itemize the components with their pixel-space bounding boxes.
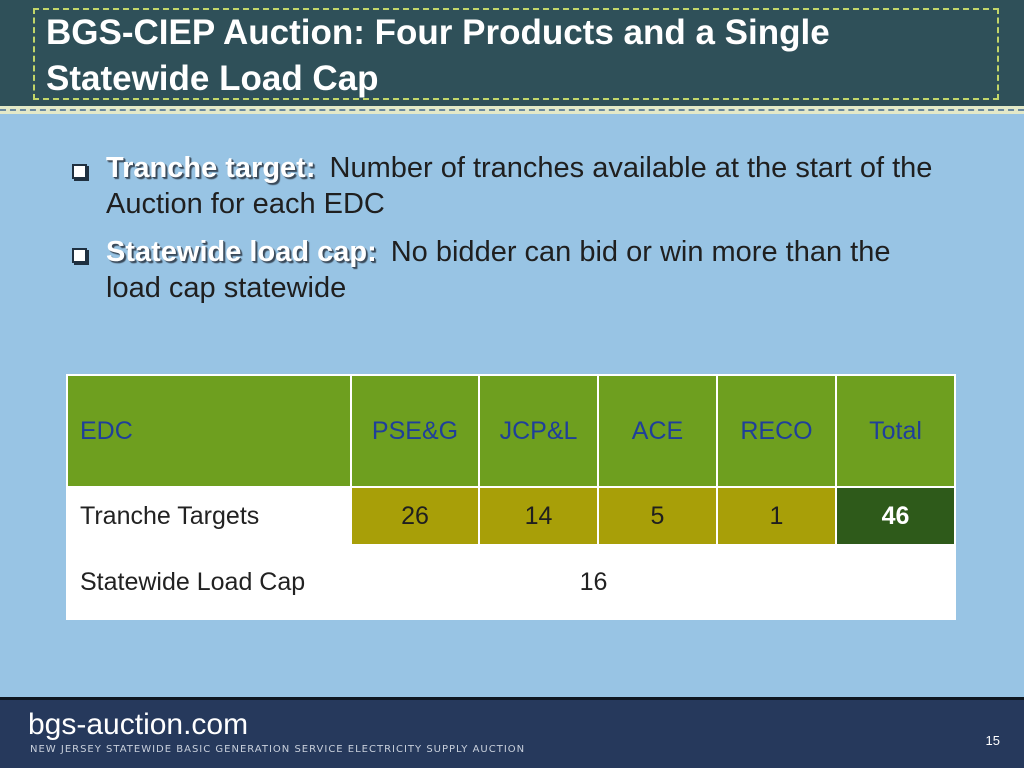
cell-pseg: 26: [350, 486, 480, 546]
cell-total: [835, 544, 956, 620]
brand-tagline: NEW JERSEY STATEWIDE BASIC GENERATION SE…: [30, 744, 526, 755]
checkbox-bullet-icon: [72, 248, 87, 263]
header-reco: RECO: [716, 374, 837, 488]
cell-ace: 5: [597, 486, 718, 546]
title-bar: BGS-CIEP Auction: Four Products and a Si…: [0, 0, 1024, 113]
footer: bgs-auction.com NEW JERSEY STATEWIDE BAS…: [0, 697, 1024, 768]
bullet-text: Number of tranches available at the star…: [106, 152, 933, 220]
bullet-term: Statewide load cap:: [106, 236, 377, 268]
cell-jcpl: 14: [478, 486, 599, 546]
header-ace: ACE: [597, 374, 718, 488]
bullet-tranche-target: Tranche target: Number of tranches availa…: [68, 150, 948, 222]
header-pseg: PSE&G: [350, 374, 480, 488]
row-label: Tranche Targets: [66, 486, 352, 546]
tranche-table: EDC PSE&G JCP&L ACE RECO Total Tranche T…: [66, 374, 956, 620]
bullet-list: Tranche target: Number of tranches availa…: [68, 150, 948, 318]
title-frame: [33, 8, 999, 100]
brand-logo: bgs-auction.com: [28, 708, 249, 741]
header-jcpl: JCP&L: [478, 374, 599, 488]
bullet-term: Tranche target:: [106, 152, 316, 184]
checkbox-bullet-icon: [72, 164, 87, 179]
row-label: Statewide Load Cap: [66, 544, 352, 620]
cell-reco: 1: [716, 486, 837, 546]
table-row-statewide-load-cap: Statewide Load Cap 16: [66, 544, 956, 620]
table-row-tranche-targets: Tranche Targets 26 14 5 1 46: [66, 486, 956, 546]
bullet-text: No bidder can bid or win more than the l…: [106, 236, 891, 304]
bullet-statewide-load-cap: Statewide load cap: No bidder can bid or …: [68, 234, 948, 306]
header-total: Total: [835, 374, 956, 488]
cell-total: 46: [835, 486, 956, 546]
slide-title: BGS-CIEP Auction: Four Products and a Si…: [46, 13, 830, 98]
table-header-row: EDC PSE&G JCP&L ACE RECO Total: [66, 374, 956, 488]
title-divider: [0, 106, 1024, 114]
cell-load-cap: 16: [350, 544, 837, 620]
page-number: 15: [985, 733, 1000, 748]
header-edc: EDC: [66, 374, 352, 488]
